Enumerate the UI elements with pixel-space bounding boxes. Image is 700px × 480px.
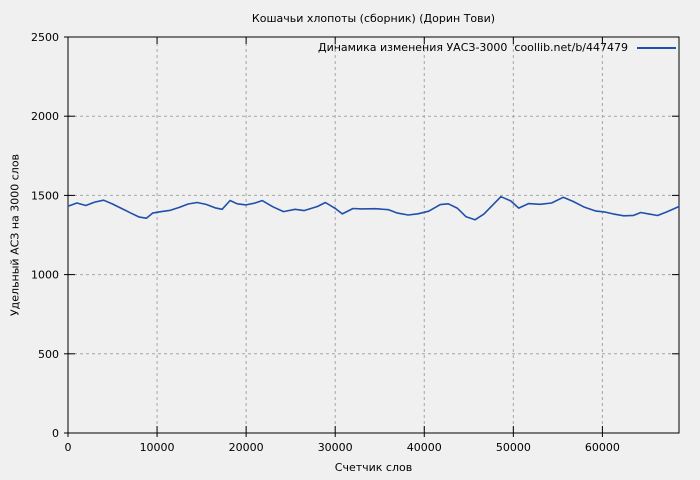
y-tick-label: 1500 (31, 189, 59, 202)
chart-title: Кошачьи хлопоты (сборник) (Дорин Тови) (251, 12, 496, 25)
x-tick-label: 10000 (140, 441, 175, 454)
x-tick-label: 30000 (318, 441, 353, 454)
y-tick-label: 1000 (31, 269, 59, 282)
x-tick-label: 0 (65, 441, 72, 454)
x-tick-label: 20000 (229, 441, 264, 454)
legend: Динамика изменения УАСЗ-3000 coollib.net… (318, 42, 676, 54)
x-axis-label: Счетчик слов (334, 461, 413, 474)
y-tick-label: 2000 (31, 110, 59, 123)
y-tick-label: 500 (38, 348, 59, 361)
plot-border (67, 36, 680, 434)
x-tick-label: 50000 (496, 441, 531, 454)
legend-label: Динамика изменения УАСЗ-3000 coollib.net… (318, 41, 628, 54)
x-tick-label: 60000 (585, 441, 620, 454)
data-line (67, 195, 680, 221)
y-tick-label: 2500 (31, 31, 59, 44)
x-tick-label: 40000 (407, 441, 442, 454)
legend-line-swatch (637, 47, 676, 49)
y-tick-label: 0 (52, 427, 59, 440)
